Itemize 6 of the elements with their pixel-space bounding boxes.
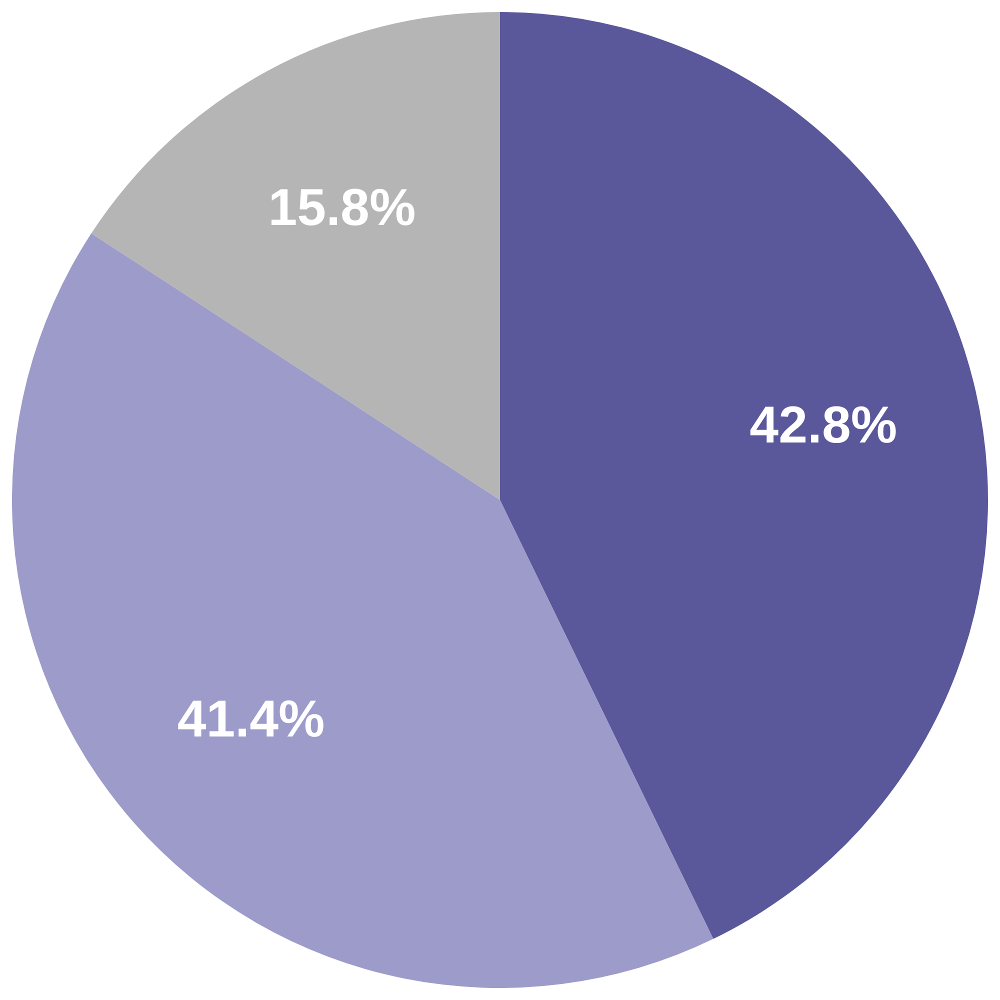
data-label: 42.8% [750, 396, 898, 455]
pie-slice [12, 233, 714, 988]
pie-slice [91, 12, 500, 500]
data-label: 41.4% [177, 690, 325, 748]
pie-slice [500, 12, 988, 939]
data-label: 15.8% [268, 179, 416, 238]
